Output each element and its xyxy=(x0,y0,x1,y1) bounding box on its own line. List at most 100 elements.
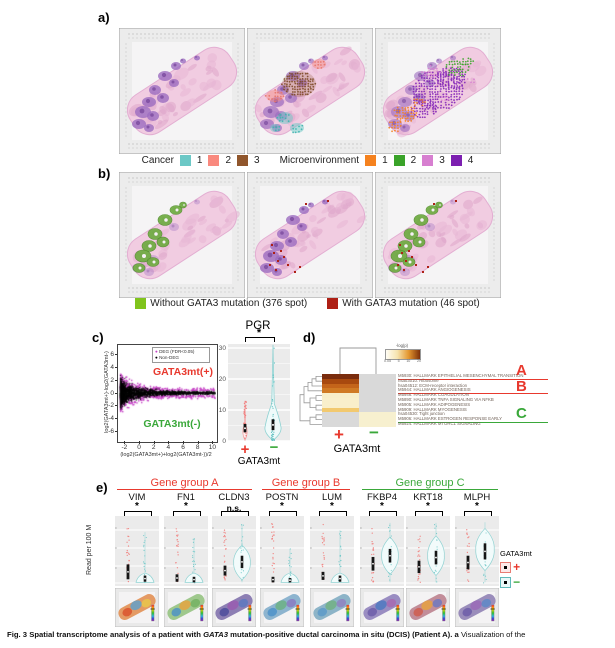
bracket-FN1 xyxy=(173,511,201,516)
panel-a-label: a) xyxy=(98,10,110,25)
heatmap-col-plus: + xyxy=(334,425,344,444)
mutation-label-without: Without GATA3 mutation (376 spot) xyxy=(150,298,308,309)
colorbar-tick-0.05: 0.05 xyxy=(384,359,391,363)
pgr-ytick-10: 10 xyxy=(218,406,226,414)
heatmap-row-label-1: hsa03010: Ribosome xyxy=(398,377,439,383)
tissue-a-microenvironment-clusters-frame xyxy=(374,27,502,155)
micro-swatch-2 xyxy=(393,155,405,166)
heatmap-cell-plus-0 xyxy=(322,374,359,379)
mini-tissue-FN1 xyxy=(164,588,208,627)
micro-swatch-3 xyxy=(422,155,434,166)
gene-label-KRT18: KRT18 xyxy=(413,492,443,503)
heatmap-row-label-5: M5890: HALLMARK TNFA SIGNALING VIA NFKB xyxy=(398,397,494,402)
violin-plot-MLPH xyxy=(455,516,499,586)
pgr-ytick-30: 30 xyxy=(218,344,226,352)
ma-xtick--2: -2 xyxy=(121,444,128,451)
gene-label-POSTN: POSTN xyxy=(265,492,299,503)
bracket-KRT18 xyxy=(415,511,443,516)
heatmap-row-label-10: M5924: HALLMARK MTORC1 SIGNALING xyxy=(398,421,481,426)
ma-plot-ylabel: log2(GATA3mt+)-log2(GATA3mt-) xyxy=(104,351,110,433)
pgr-x-plus: + xyxy=(240,441,250,458)
ma-ytick--6: -6 xyxy=(108,428,114,436)
cancer-swatch-label-1: 1 xyxy=(196,155,203,166)
panel-b-label: b) xyxy=(98,166,111,181)
heatmap-cell-minus-3 xyxy=(359,388,396,394)
violin-plot-FKBP4 xyxy=(360,516,404,586)
heatmap-cell-minus-6 xyxy=(359,402,396,408)
heatmap-cell-plus-9 xyxy=(322,417,359,422)
gene-group-header-3: Gene group C xyxy=(362,477,498,490)
heatmap-cell-minus-1 xyxy=(359,378,396,384)
panel-d-label: d) xyxy=(303,330,316,345)
pgr-bracket xyxy=(245,337,275,342)
tissue-a-cancer-clusters xyxy=(246,27,374,155)
bracket-POSTN xyxy=(269,511,297,516)
tissue-a-microenvironment-clusters xyxy=(374,27,502,155)
violin-plot-KRT18 xyxy=(406,516,450,586)
pgr-ytick-20: 20 xyxy=(218,375,226,383)
heatmap-row-label-4: M5946: HALLMARK COAGULATION xyxy=(398,392,469,398)
tissue-b-both-frame xyxy=(374,171,502,299)
tissue-b-with-mutation xyxy=(246,171,374,299)
heatmap-row-label-7: M5909: HALLMARK MYOGENESIS xyxy=(398,406,467,412)
ma-xtick-8: 8 xyxy=(195,444,200,451)
violin-legend-plus: + xyxy=(513,560,521,574)
cancer-swatch-1 xyxy=(179,155,191,166)
heatmap-cell-minus-8 xyxy=(359,412,396,418)
cancer-swatch-2 xyxy=(208,155,220,166)
pgr-ytick-0: 0 xyxy=(222,437,226,445)
gene-label-CLDN3: CLDN3 xyxy=(218,492,250,503)
mutation-label-with: With GATA3 mutation (46 spot) xyxy=(342,298,480,309)
heatmap-group-letter-C: C xyxy=(516,405,527,422)
caption-seq-label: a xyxy=(454,630,459,639)
heatmap-cell-minus-10 xyxy=(359,422,396,427)
ma-label-gata3mt-pos: GATA3mt(+) xyxy=(153,366,213,378)
micro-swatch-label-2: 2 xyxy=(410,155,417,166)
violin-legend-minus-row: − xyxy=(500,575,532,589)
tissue-a-he xyxy=(118,27,246,155)
ma-label-gata3mt-neg: GATA3mt(-) xyxy=(143,418,201,430)
tissue-a-cancer-clusters-frame xyxy=(246,27,374,155)
ma-xtick-10: 10 xyxy=(208,444,216,451)
sig-CLDN3: n.s. xyxy=(226,503,242,513)
violin-legend: GATA3mt + − xyxy=(500,549,532,589)
violin-legend-minus: − xyxy=(513,575,521,589)
cancer-swatch-label-3: 3 xyxy=(254,155,260,166)
colorbar-tick-5: 5 xyxy=(397,359,400,363)
heatmap-cell-plus-3 xyxy=(322,388,359,394)
sig-VIM: * xyxy=(135,501,139,512)
bracket-FKBP4 xyxy=(369,511,397,516)
heatmap-cell-minus-2 xyxy=(359,383,396,389)
heatmap-group-letter-A: A xyxy=(516,362,527,379)
ma-ytick-0: 0 xyxy=(110,389,114,397)
heatmap-colorbar xyxy=(385,349,421,360)
sig-FN1: * xyxy=(184,501,188,512)
gene-label-MLPH: MLPH xyxy=(463,492,491,503)
ma-xtick-4: 4 xyxy=(166,444,171,451)
micro-swatch-label-1: 1 xyxy=(382,155,388,166)
violin-ylabel: Read per 100 M xyxy=(86,524,93,575)
heatmap-cell-plus-6 xyxy=(322,402,359,408)
ma-xtick-2: 2 xyxy=(151,444,156,451)
tissue-a-he-frame xyxy=(118,27,246,155)
violin-plot-CLDN3 xyxy=(212,516,256,586)
heatmap-cell-plus-8 xyxy=(322,412,359,418)
violin-legend-plus-row: + xyxy=(500,560,532,574)
sig-KRT18: * xyxy=(426,501,430,512)
heatmap-colorbar-ticks: 0.05 5 10 20 xyxy=(384,359,421,363)
panel-e-label: e) xyxy=(96,480,108,495)
without-gata3-legend: Without GATA3 mutation (376 spot) xyxy=(135,298,307,309)
cancer-swatch-label-2: 2 xyxy=(225,155,232,166)
heatmap-cell-minus-5 xyxy=(359,398,396,403)
mutation-legend: Without GATA3 mutation (376 spot) With GA… xyxy=(0,298,615,309)
mutation-swatch-without xyxy=(135,298,147,309)
microenvironment-legend-label: Microenvironment xyxy=(279,155,360,166)
sig-MLPH: * xyxy=(475,501,479,512)
micro-swatch-label-3: 3 xyxy=(439,155,445,166)
bracket-MLPH xyxy=(464,511,492,516)
tissue-b-without-mutation-frame xyxy=(118,171,246,299)
mini-tissue-POSTN xyxy=(260,588,304,627)
violin-legend-title: GATA3mt xyxy=(500,549,532,558)
sig-POSTN: * xyxy=(280,501,284,512)
